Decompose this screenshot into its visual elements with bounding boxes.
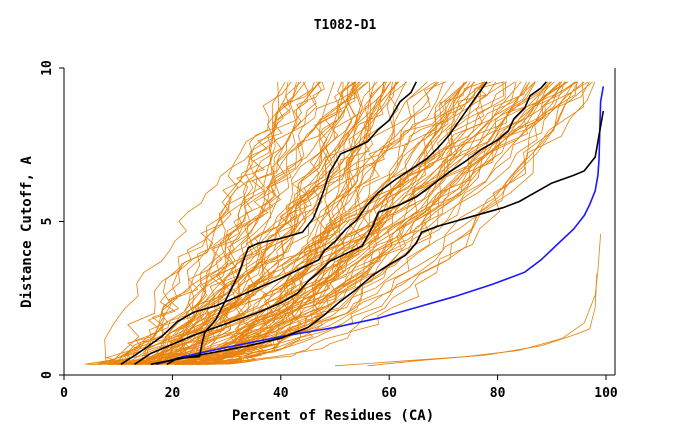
other-model-line <box>138 81 407 365</box>
other-model-line <box>155 81 302 365</box>
other-model-line <box>177 81 579 365</box>
other-model-line <box>205 81 575 365</box>
x-tick-label: 40 <box>273 386 289 401</box>
series-line-1 <box>120 81 488 365</box>
other-model-line <box>171 81 593 365</box>
other-model-line <box>109 81 530 365</box>
x-axis-label: Percent of Residues (CA) <box>232 408 434 424</box>
other-model-line <box>114 81 561 365</box>
other-model-line <box>196 81 372 365</box>
other-model-line <box>137 81 497 365</box>
x-tick-label: 60 <box>381 386 397 401</box>
other-model-line <box>148 81 398 365</box>
y-tick-label: 5 <box>40 218 55 226</box>
other-model-line <box>145 81 483 365</box>
other-model-line <box>189 81 385 365</box>
other-model-line <box>111 81 300 365</box>
other-model-line <box>134 81 551 365</box>
other-model-line <box>124 81 292 365</box>
other-model-line <box>95 81 467 365</box>
other-model-line <box>177 81 321 365</box>
x-tick-label: 0 <box>60 386 68 401</box>
y-tick-label: 0 <box>40 371 55 379</box>
x-tick-label: 20 <box>165 386 181 401</box>
other-model-line <box>137 81 357 365</box>
other-model-line <box>152 81 474 365</box>
other-model-line <box>97 81 306 365</box>
series-line-3 <box>150 110 605 366</box>
other-model-line <box>160 81 486 365</box>
other-model-line <box>162 81 360 365</box>
other-model-line <box>203 81 589 365</box>
other-model-line <box>142 81 361 365</box>
other-model-line <box>334 233 601 367</box>
other-model-line <box>158 81 320 365</box>
other-model-line <box>117 81 471 365</box>
tick-layer: 0 20 40 60 80 100 0 5 10 <box>40 60 618 401</box>
other-models-bundle <box>84 81 601 367</box>
other-model-line <box>116 81 335 365</box>
other-model-line <box>160 81 346 365</box>
other-model-line <box>367 273 598 367</box>
series-line-0 <box>155 86 605 366</box>
y-tick-label: 10 <box>40 60 55 76</box>
other-model-line <box>174 81 531 365</box>
x-tick-label: 100 <box>594 386 618 401</box>
y-axis-label: Distance Cutoff, A <box>19 156 35 308</box>
chart-title: T1082-D1 <box>314 18 377 33</box>
other-model-line <box>145 81 562 365</box>
other-model-line <box>200 81 578 365</box>
other-model-line <box>189 81 444 365</box>
other-model-line <box>149 81 536 365</box>
series-layer <box>120 81 605 366</box>
other-model-line <box>120 81 357 365</box>
other-model-line <box>108 81 363 365</box>
series-line-2 <box>134 81 548 365</box>
series-line-4 <box>166 81 418 365</box>
other-model-line <box>158 81 596 365</box>
x-tick-label: 80 <box>490 386 506 401</box>
